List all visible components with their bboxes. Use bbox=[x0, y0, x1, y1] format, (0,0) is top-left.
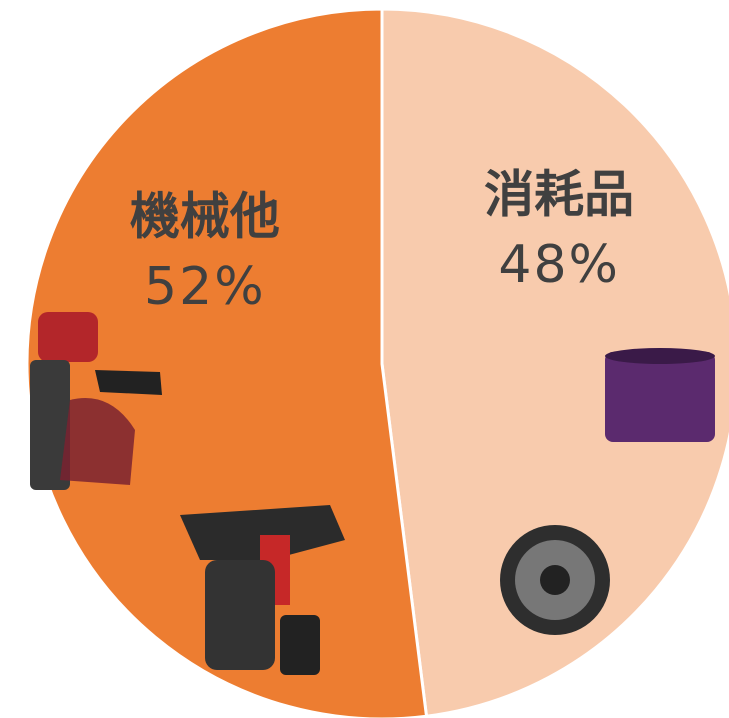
coil-nails-picture bbox=[605, 348, 715, 442]
wire-spool-picture bbox=[500, 525, 610, 635]
value-label: 48% bbox=[498, 235, 620, 295]
pie-slice bbox=[380, 7, 729, 718]
category-label: 消耗品 bbox=[484, 165, 634, 223]
value-label: 52% bbox=[144, 257, 266, 317]
labels: 消耗品 48% 機械他 52% bbox=[130, 165, 634, 317]
rebar-tier-picture bbox=[180, 505, 345, 675]
category-label: 機械他 bbox=[130, 188, 280, 246]
nailer-picture bbox=[30, 312, 162, 490]
